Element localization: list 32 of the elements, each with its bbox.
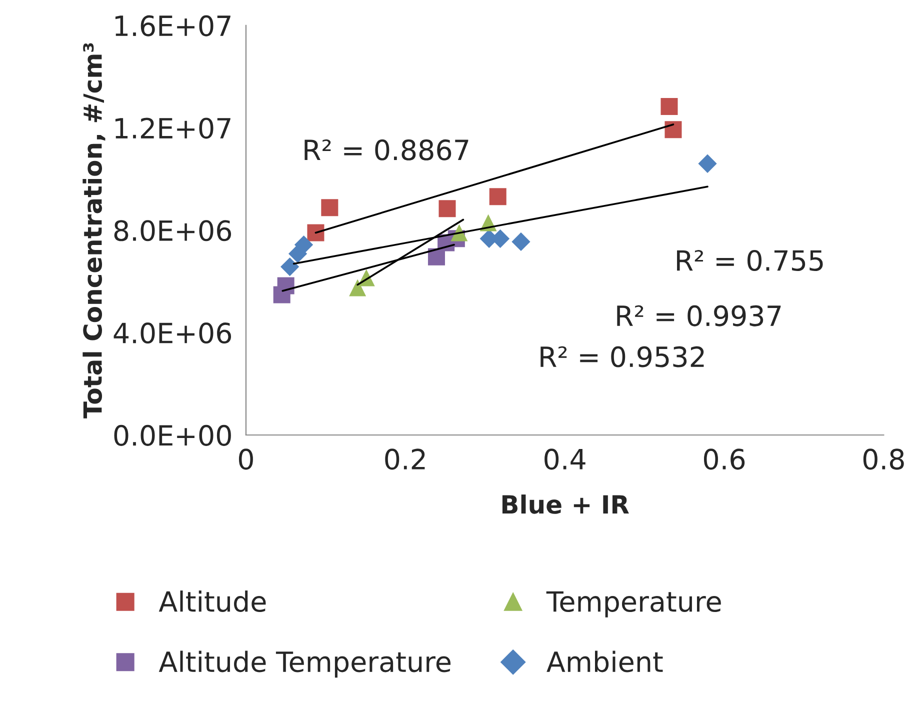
x-tick-label: 0.6 — [704, 448, 745, 470]
x-tick-label: 0.8 — [863, 448, 904, 470]
y-tick-label: 8.0E+06 — [114, 220, 232, 242]
point — [277, 277, 294, 294]
point — [698, 154, 717, 173]
point — [664, 121, 682, 138]
annotation: R² = 0.755 — [677, 250, 823, 272]
point — [280, 257, 300, 276]
y-tick-label: 1.2E+07 — [115, 118, 230, 139]
annotation: R² = 0.9532 — [540, 346, 704, 368]
point — [321, 199, 338, 216]
x-axis-title: Blue + IR — [502, 494, 629, 514]
point — [294, 235, 314, 254]
legend-label: Temperature — [546, 591, 721, 618]
legend-label: Altitude Temperature — [158, 650, 450, 678]
annotation: R² = 0.9937 — [617, 305, 781, 326]
y-tick-label: 1.6E+07 — [115, 15, 230, 36]
legend-label: Altitude — [158, 590, 266, 612]
x-tick-label: 0.2 — [385, 448, 425, 470]
x-tick-label: 0 — [238, 448, 253, 470]
point — [349, 279, 366, 296]
y-tick-label: 4.0E+06 — [114, 322, 232, 344]
legend-label: Ambient — [546, 650, 663, 672]
y-tick-label: 0.0E+00 — [114, 424, 231, 446]
point — [660, 98, 678, 116]
point — [438, 200, 456, 218]
point — [307, 224, 324, 242]
point — [512, 232, 530, 252]
x-tick-label: 0.4 — [544, 448, 586, 470]
annotation: R² = 0.8867 — [304, 139, 468, 160]
point — [489, 188, 506, 206]
y-axis-title: Total Concentration, #/cm³ — [82, 43, 106, 418]
